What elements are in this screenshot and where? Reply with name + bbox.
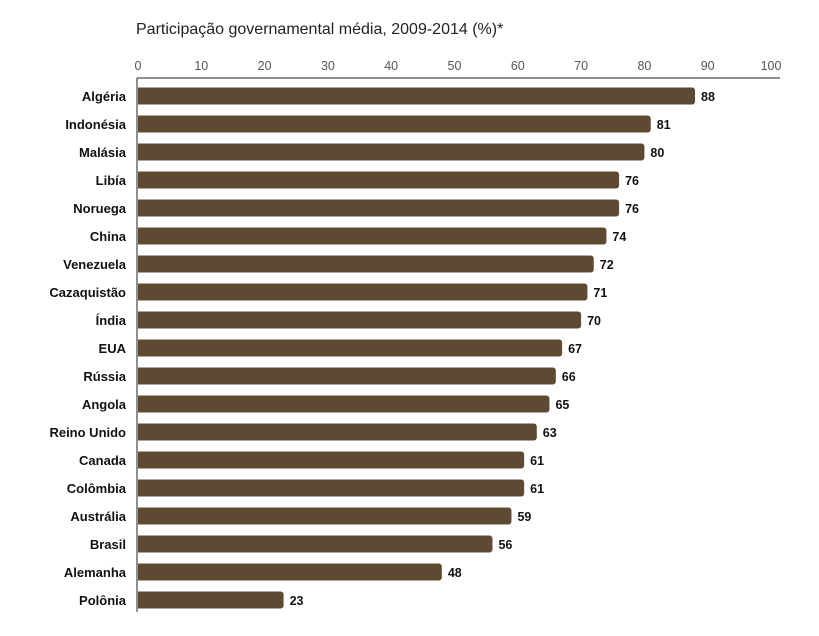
bar <box>137 311 582 329</box>
x-tick-label: 90 <box>701 59 715 73</box>
bar <box>138 395 550 413</box>
value-label: 71 <box>593 286 607 300</box>
value-label: 74 <box>612 230 626 244</box>
x-tick-label: 20 <box>258 59 272 73</box>
value-label: 81 <box>657 118 671 132</box>
category-label: Venezuela <box>63 257 127 272</box>
category-label: Colômbia <box>67 481 127 496</box>
category-label: Noruega <box>73 201 127 216</box>
category-label: Reino Unido <box>49 425 126 440</box>
value-label: 72 <box>600 258 614 272</box>
x-tick-label: 60 <box>511 59 525 73</box>
bar <box>138 367 556 385</box>
value-label: 80 <box>650 146 664 160</box>
bar <box>138 479 525 497</box>
category-label: Rússia <box>83 369 126 384</box>
value-label: 48 <box>448 566 462 580</box>
value-label: 76 <box>625 174 639 188</box>
category-label: Índia <box>96 313 127 328</box>
bar <box>138 535 493 553</box>
category-label: Alemanha <box>64 565 127 580</box>
category-label: Indonésia <box>65 117 126 132</box>
value-label: 76 <box>625 202 639 216</box>
value-label: 56 <box>498 538 512 552</box>
bar <box>137 171 620 189</box>
category-label: Brasil <box>90 537 126 552</box>
x-tick-label: 30 <box>321 59 335 73</box>
bar <box>137 199 620 217</box>
category-label: Angola <box>82 397 127 412</box>
category-label: Canada <box>79 453 127 468</box>
x-tick-label: 100 <box>761 59 782 73</box>
category-label: Polônia <box>79 593 127 608</box>
bar <box>138 423 537 441</box>
x-tick-label: 0 <box>135 59 142 73</box>
chart-title: Participação governamental média, 2009-2… <box>136 21 503 38</box>
value-label: 63 <box>543 426 557 440</box>
category-label: Algéria <box>82 89 127 104</box>
value-label: 65 <box>555 398 569 412</box>
category-label: Malásia <box>79 145 127 160</box>
value-label: 59 <box>517 510 531 524</box>
value-label: 61 <box>530 482 544 496</box>
x-tick-label: 40 <box>384 59 398 73</box>
bar <box>138 451 525 469</box>
bar <box>138 143 645 161</box>
category-label: Austrália <box>70 509 126 524</box>
bar <box>138 283 588 301</box>
bar <box>138 227 607 245</box>
category-label: EUA <box>99 341 127 356</box>
value-label: 70 <box>587 314 601 328</box>
category-label: China <box>90 229 127 244</box>
bar <box>138 563 442 581</box>
bar <box>138 339 563 357</box>
bar <box>138 591 284 609</box>
x-tick-label: 50 <box>448 59 462 73</box>
x-tick-label: 70 <box>574 59 588 73</box>
bar <box>138 255 594 273</box>
x-tick-label: 80 <box>637 59 651 73</box>
value-label: 23 <box>290 594 304 608</box>
value-label: 67 <box>568 342 582 356</box>
value-label: 88 <box>701 90 715 104</box>
category-label: Libía <box>96 173 127 188</box>
value-label: 66 <box>562 370 576 384</box>
bar <box>137 115 651 133</box>
x-tick-label: 10 <box>194 59 208 73</box>
bar <box>138 87 696 105</box>
value-label: 61 <box>530 454 544 468</box>
category-label: Cazaquistão <box>49 285 126 300</box>
bar <box>138 507 512 525</box>
